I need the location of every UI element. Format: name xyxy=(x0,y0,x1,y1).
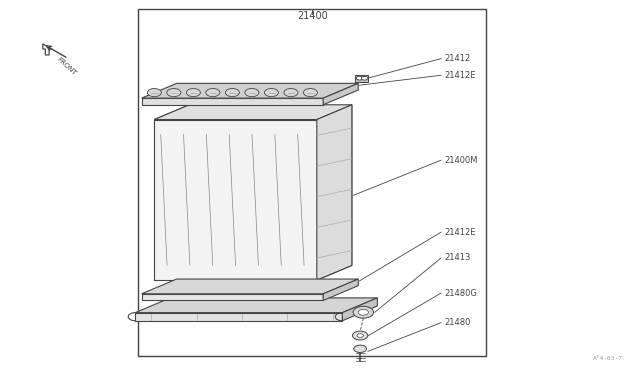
Circle shape xyxy=(186,89,200,97)
Circle shape xyxy=(147,89,161,97)
Circle shape xyxy=(357,334,364,337)
Text: 21480: 21480 xyxy=(444,318,470,327)
Circle shape xyxy=(206,89,220,97)
Polygon shape xyxy=(154,119,317,280)
Text: 21400: 21400 xyxy=(297,11,328,20)
Polygon shape xyxy=(141,98,323,105)
Polygon shape xyxy=(342,298,378,321)
Circle shape xyxy=(362,76,368,80)
Polygon shape xyxy=(323,83,358,105)
Polygon shape xyxy=(141,279,358,294)
Polygon shape xyxy=(135,312,342,321)
Circle shape xyxy=(358,310,369,315)
Polygon shape xyxy=(355,75,368,81)
Polygon shape xyxy=(141,294,323,301)
Circle shape xyxy=(167,89,181,97)
Text: 21413: 21413 xyxy=(444,253,470,263)
Text: 21412: 21412 xyxy=(444,54,470,63)
Circle shape xyxy=(245,89,259,97)
Polygon shape xyxy=(141,83,358,98)
Circle shape xyxy=(354,345,367,353)
Text: 21412E: 21412E xyxy=(444,228,476,237)
Text: FRONT: FRONT xyxy=(56,56,77,76)
Text: A²4·03·7: A²4·03·7 xyxy=(593,356,623,361)
Polygon shape xyxy=(323,279,358,301)
Text: 21400M: 21400M xyxy=(444,155,477,165)
Circle shape xyxy=(264,89,278,97)
Bar xyxy=(138,9,486,356)
Polygon shape xyxy=(154,105,352,119)
Circle shape xyxy=(303,89,317,97)
Polygon shape xyxy=(154,105,352,280)
Polygon shape xyxy=(135,298,378,312)
Circle shape xyxy=(284,89,298,97)
Circle shape xyxy=(353,307,374,318)
Circle shape xyxy=(356,76,363,80)
Text: 21412E: 21412E xyxy=(444,71,476,80)
Text: 21480G: 21480G xyxy=(444,289,477,298)
Circle shape xyxy=(225,89,239,97)
Polygon shape xyxy=(317,105,352,280)
Circle shape xyxy=(353,331,368,340)
